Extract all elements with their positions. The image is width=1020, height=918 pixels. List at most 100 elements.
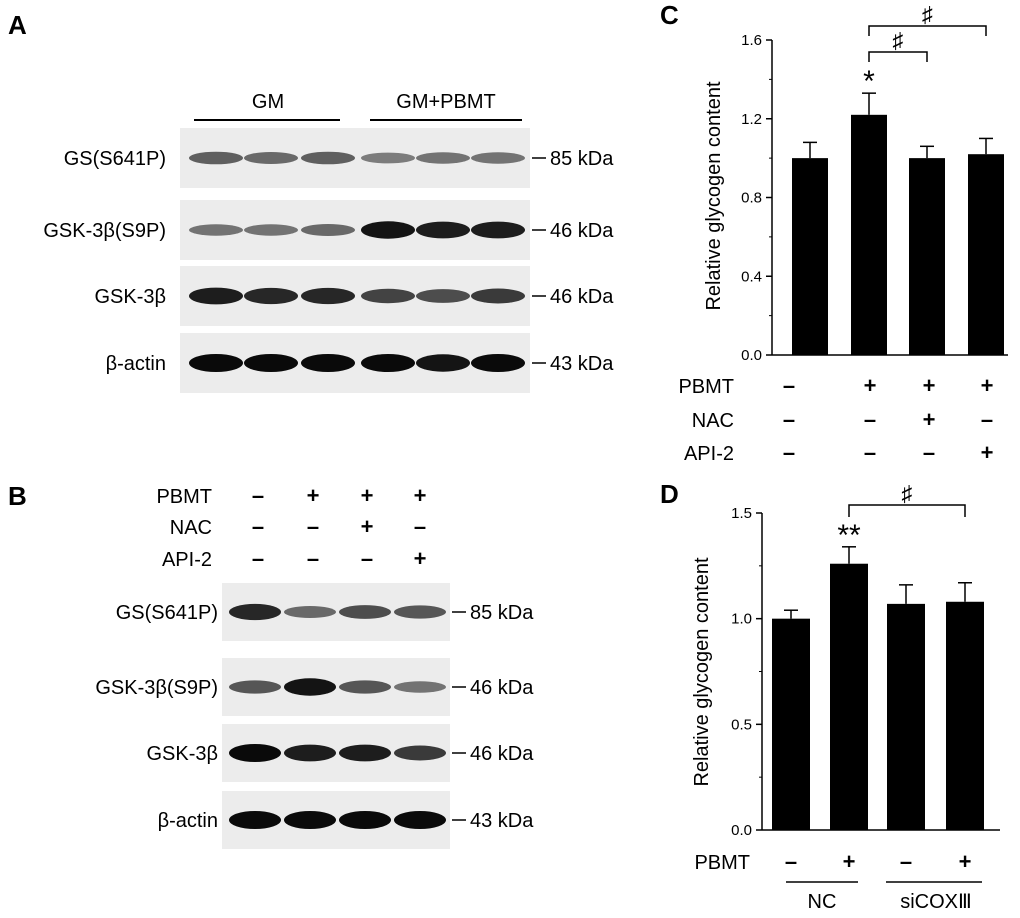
- treatment-name: API-2: [684, 443, 734, 465]
- blot-band: [471, 152, 525, 164]
- plus-sign: +: [361, 514, 374, 539]
- blot-band: [339, 811, 391, 829]
- y-tick-label: 0.4: [741, 268, 762, 285]
- blot-band: [394, 811, 446, 829]
- marker-size-label: 43 kDa: [470, 810, 534, 832]
- minus-sign: –: [252, 483, 264, 508]
- minus-sign: –: [307, 546, 319, 571]
- blot-band: [189, 354, 243, 372]
- bar: [909, 158, 945, 355]
- blot-group-a: GS(S641P) 85 kDa GSK-3β(S9P) 46 kDa GSK-3β 46…: [43, 128, 614, 393]
- blot-band: [471, 354, 525, 372]
- blot-band: [394, 745, 446, 761]
- significance-marker: **: [837, 519, 861, 552]
- bar: [772, 618, 810, 830]
- blot-protein-label: GSK-3β: [94, 286, 166, 308]
- blot-band: [284, 811, 336, 829]
- blot-protein-label: β-actin: [106, 353, 166, 375]
- y-tick-label: 0.8: [741, 190, 762, 207]
- treatment-name: NAC: [170, 517, 212, 539]
- plus-sign: +: [307, 483, 320, 508]
- significance-symbol: ♯: [902, 481, 913, 506]
- blot-band: [284, 678, 336, 696]
- significance-marker: *: [863, 65, 875, 98]
- significance-bracket: [868, 51, 928, 62]
- y-tick-label: 1.6: [741, 32, 762, 49]
- plus-sign: +: [923, 373, 936, 398]
- panel-letter-d: D: [660, 479, 679, 509]
- marker-size-label: 46 kDa: [470, 743, 534, 765]
- blot-band: [244, 152, 298, 164]
- bar: [851, 114, 887, 355]
- group-label-sicox: siCOXⅢ: [900, 891, 972, 913]
- plus-sign: +: [923, 407, 936, 432]
- bar: [887, 603, 925, 830]
- y-tick-label: 1.2: [741, 111, 762, 128]
- blot-band: [189, 151, 243, 165]
- blot-protein-label: GSK-3β(S9P): [95, 677, 218, 699]
- minus-sign: –: [783, 407, 795, 432]
- blot-band: [416, 289, 470, 303]
- blot-protein-label: β-actin: [158, 810, 218, 832]
- blot-band: [471, 221, 525, 239]
- blot-band: [229, 603, 281, 621]
- blot-protein-label: GSK-3β(S9P): [43, 220, 166, 242]
- bar: [946, 601, 984, 830]
- blot-band: [339, 680, 391, 694]
- marker-size-label: 46 kDa: [470, 677, 534, 699]
- minus-sign: –: [981, 407, 993, 432]
- blot-band: [244, 354, 298, 372]
- y-tick-label: 0.0: [731, 822, 752, 839]
- blot-band: [284, 606, 336, 618]
- plus-sign: +: [843, 849, 856, 874]
- blot-band: [339, 744, 391, 762]
- minus-sign: –: [414, 514, 426, 539]
- blot-band: [301, 151, 355, 165]
- minus-sign: –: [307, 514, 319, 539]
- blot-band: [416, 354, 470, 372]
- panel-d: Relative glycogen content 0.0 0.5 1.0 1.5 **…: [691, 481, 1000, 913]
- blot-band: [361, 354, 415, 372]
- blot-band: [471, 288, 525, 304]
- bar: [792, 158, 828, 355]
- blot-band: [189, 224, 243, 236]
- bar-chart-c: 0.0 0.4 0.8 1.2 1.6 * ♯ ♯: [741, 2, 1008, 364]
- blot-group-b: GS(S641P) 85 kDa GSK-3β(S9P) 46 kDa GSK-3β 46…: [95, 583, 534, 849]
- minus-sign: –: [783, 373, 795, 398]
- y-tick-label: 0.5: [731, 716, 752, 733]
- blot-protein-label: GSK-3β: [146, 743, 218, 765]
- marker-size-label: 85 kDa: [550, 148, 614, 170]
- blot-band: [301, 224, 355, 236]
- y-tick-label: 0.0: [741, 347, 762, 364]
- panel-a: GM GM+PBMT GS(S641P) 85 kDa GSK-3β(S9P) 46 …: [43, 91, 614, 393]
- y-tick-label: 1.0: [731, 611, 752, 628]
- marker-size-label: 46 kDa: [550, 220, 614, 242]
- y-axis-label-c: Relative glycogen content: [703, 81, 725, 310]
- group-label-gm: GM: [252, 91, 284, 113]
- bar-chart-d: 0.0 0.5 1.0 1.5 ** ♯: [731, 481, 1000, 839]
- plus-sign: +: [864, 373, 877, 398]
- minus-sign: –: [361, 546, 373, 571]
- marker-size-label: 43 kDa: [550, 353, 614, 375]
- blot-band: [361, 221, 415, 239]
- blot-band: [244, 287, 298, 305]
- blot-band: [361, 288, 415, 304]
- blot-band: [339, 605, 391, 619]
- blot-band: [229, 744, 281, 762]
- panel-b: PBMT – + + + NAC – – + – API-2 – – – + GS(S641P) 85 kDa…: [95, 483, 534, 849]
- treatment-table-b: PBMT – + + + NAC – – + – API-2 – – – +: [156, 483, 426, 571]
- minus-sign: –: [252, 546, 264, 571]
- minus-sign: –: [864, 440, 876, 465]
- panel-letter-c: C: [660, 0, 679, 30]
- significance-bracket: [868, 25, 987, 36]
- group-label-nc: NC: [808, 891, 837, 913]
- blot-band: [229, 680, 281, 694]
- plus-sign: +: [981, 373, 994, 398]
- blot-band: [301, 287, 355, 305]
- blot-protein-label: GS(S641P): [64, 148, 166, 170]
- marker-size-label: 46 kDa: [550, 286, 614, 308]
- blot-band: [229, 811, 281, 829]
- panel-letter-a: A: [8, 10, 27, 40]
- blot-band: [284, 744, 336, 762]
